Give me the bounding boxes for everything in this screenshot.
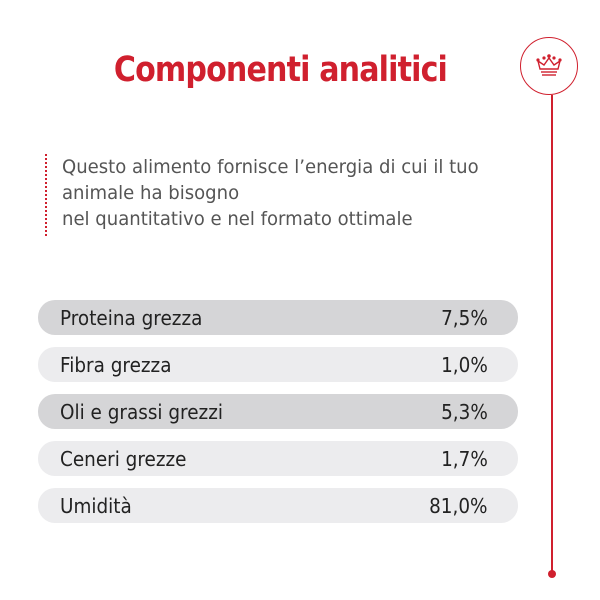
nutrient-label: Umidità xyxy=(60,493,132,518)
description-line: animale ha bisogno xyxy=(62,182,240,204)
nutrient-value: 5,3% xyxy=(441,399,488,424)
nutrient-row: Oli e grassi grezzi 5,3% xyxy=(38,394,518,429)
nutrient-value: 7,5% xyxy=(441,305,488,330)
crown-icon xyxy=(536,54,562,76)
nutrition-table: Proteina grezza 7,5% Fibra grezza 1,0% O… xyxy=(38,300,518,535)
page-title: Componenti analitici xyxy=(113,50,448,90)
decorative-dot xyxy=(548,570,556,578)
nutrient-label: Fibra grezza xyxy=(60,352,172,377)
nutrient-row: Umidità 81,0% xyxy=(38,488,518,523)
nutrient-row: Proteina grezza 7,5% xyxy=(38,300,518,335)
dotted-accent xyxy=(45,154,47,236)
brand-badge xyxy=(520,37,578,95)
nutrient-label: Proteina grezza xyxy=(60,305,203,330)
decorative-line xyxy=(551,95,553,575)
nutrient-row: Ceneri grezze 1,7% xyxy=(38,441,518,476)
nutrient-label: Ceneri grezze xyxy=(60,446,187,471)
nutrient-row: Fibra grezza 1,0% xyxy=(38,347,518,382)
nutrient-value: 1,7% xyxy=(441,446,488,471)
nutrient-value: 1,0% xyxy=(441,352,488,377)
description-line: nel quantitativo e nel formato ottimale xyxy=(62,208,413,230)
description-line: Questo alimento fornisce l’energia di cu… xyxy=(62,156,479,178)
description: Questo alimento fornisce l’energia di cu… xyxy=(62,154,509,232)
nutrient-value: 81,0% xyxy=(429,493,488,518)
nutrient-label: Oli e grassi grezzi xyxy=(60,399,223,424)
